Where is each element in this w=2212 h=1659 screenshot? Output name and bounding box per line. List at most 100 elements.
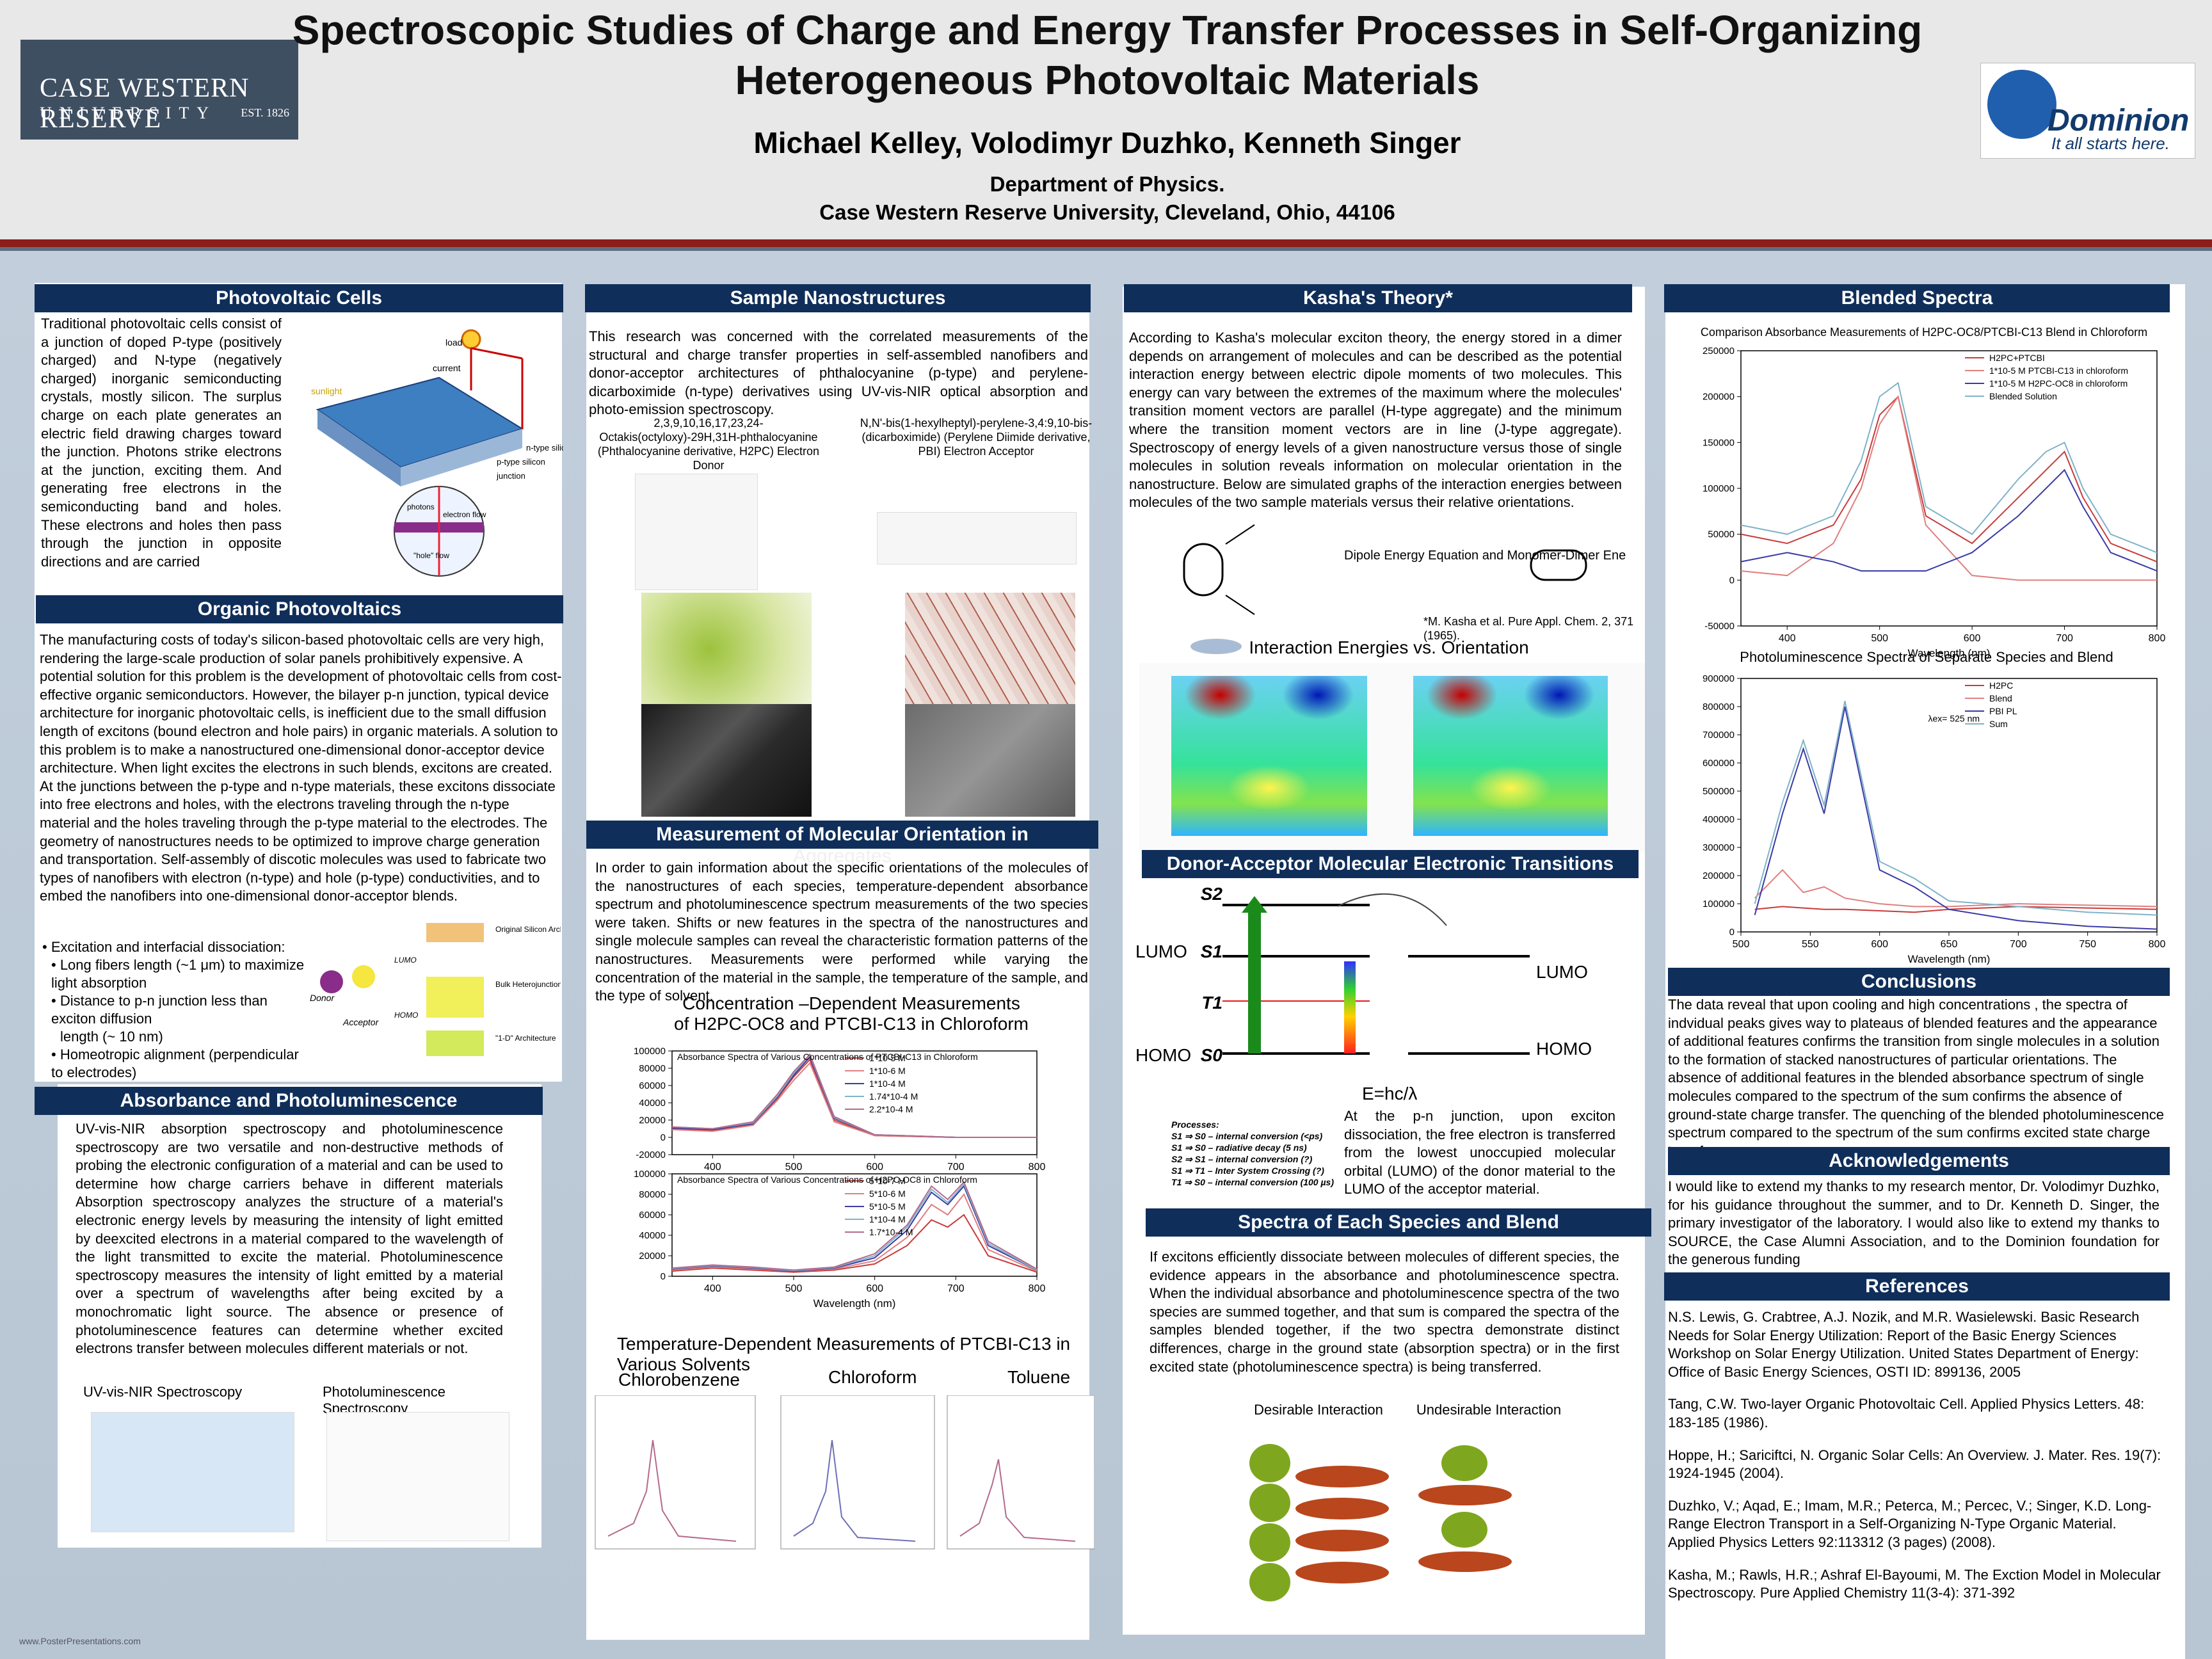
dominion-logo: Dominion It all starts here. — [1980, 63, 2195, 159]
y-tick-label: 0 — [661, 1271, 666, 1282]
dipole-caption-text: Dipole Energy Equation and Monomer-Dimer… — [1344, 549, 1626, 563]
pbi-sem-image — [905, 704, 1075, 817]
absorbance-heading: Absorbance and Photoluminescence — [35, 1087, 543, 1115]
legend-entry: Blend — [1989, 693, 2012, 703]
donor-label: Donor — [310, 993, 335, 1003]
uv-vis-setup-image — [91, 1412, 294, 1532]
h2pc-nanofiber-photo — [641, 593, 812, 705]
series-line — [1754, 700, 2158, 916]
acceptor-label: Acceptor — [342, 1017, 380, 1027]
chloroform-plot — [780, 1395, 935, 1550]
y-tick-label: 60000 — [639, 1210, 666, 1221]
pl-blend-chart: 500 550 600 650 700 750 800 0 100000 200000 300000… — [1703, 673, 2166, 965]
reference-item: Duzhko, V.; Aqad, E.; Imam, M.R.; Peterc… — [1668, 1497, 2152, 1550]
legend-entry: 5*10-6 M — [869, 1189, 906, 1199]
series-line — [671, 1053, 1037, 1138]
blended-heading: Blended Spectra — [1664, 284, 2170, 312]
x-tick-label: 550 — [1802, 939, 1819, 950]
energy-equation: E=hc/λ — [1362, 1084, 1417, 1103]
diagram-label-junction: junction — [496, 471, 525, 481]
legend-entry: Sum — [1989, 719, 2008, 729]
y-tick-label: 900000 — [1703, 673, 1735, 684]
x-tick-label: 600 — [866, 1162, 883, 1173]
acceptor-disc — [1295, 1562, 1389, 1583]
diagram-label-electron-flow: electron flow — [443, 510, 486, 519]
x-tick-label: 800 — [1029, 1283, 1046, 1294]
legend-entry: 5*10-7 M — [869, 1176, 906, 1186]
organic-photovoltaics-heading: Organic Photovoltaics — [36, 595, 563, 623]
legend-entry: 1.74*10-4 M — [869, 1091, 918, 1102]
column-3-panel — [1123, 287, 1645, 1635]
x-tick-label: 500 — [785, 1283, 803, 1294]
x-axis-label: Wavelength (nm) — [1908, 953, 1991, 965]
kasha-heading: Kasha's Theory* — [1124, 284, 1632, 312]
legend-entry: H2PC+PTCBI — [1989, 353, 2045, 363]
acceptor-disc — [1418, 1551, 1512, 1572]
series-line — [1754, 706, 2158, 930]
t1-label: T1 — [1201, 993, 1222, 1013]
dominion-logo-tagline: It all starts here. — [2051, 134, 2170, 153]
acceptor-disc — [1295, 1466, 1389, 1487]
acceptor-lumo-label: LUMO — [1536, 962, 1588, 982]
footer-url: www.PosterPresentations.com — [19, 1636, 141, 1646]
series-line — [1740, 469, 2158, 572]
toluene-plot — [947, 1395, 1094, 1550]
temperature-charts — [595, 1395, 1094, 1550]
donor-lumo-label: LUMO — [1135, 942, 1187, 961]
homo-label: HOMO — [394, 1011, 418, 1020]
legend-entry: 1*10-5 M PTCBI-C13 in chloroform — [1989, 365, 2128, 376]
uv-vis-label: UV-vis-NIR Spectroscopy — [83, 1384, 243, 1400]
cwru-logo-line3: EST. 1826 — [241, 106, 289, 119]
diagram-label-photons: photons — [407, 502, 435, 511]
donor-homo-label: HOMO — [1135, 1045, 1191, 1065]
spectra-heading: Spectra of Each Species and Blend — [1146, 1208, 1651, 1237]
legend-entry: 1*10-4 M — [869, 1214, 906, 1224]
h2pc-molecule-image — [635, 474, 758, 590]
donor-dot — [320, 970, 343, 993]
dipole-caption: Dipole Energy Equation and Monomer-Dimer… — [1344, 549, 1626, 563]
diagram-label-sunlight: sunlight — [311, 386, 342, 396]
y-tick-label: 100000 — [634, 1169, 666, 1180]
x-tick-label: 700 — [2010, 939, 2027, 950]
one-d-architecture-shape — [426, 1030, 484, 1056]
x-tick-label: 600 — [866, 1283, 883, 1294]
acceptor-disc — [1295, 1498, 1389, 1519]
x-axis-label: Wavelength (nm) — [1908, 647, 1991, 659]
process-item: S1 ⇒ S0 – radiative decay (5 ns) — [1171, 1142, 1307, 1153]
x-tick-label: 750 — [2079, 939, 2096, 950]
department-line1: Department of Physics. — [990, 172, 1225, 196]
process-item: S2 ⇒ S1 – internal conversion (?) — [1171, 1154, 1313, 1164]
chart-title: Absorbance Spectra of Various Concentrat… — [677, 1052, 978, 1062]
y-tick-label: 400000 — [1703, 814, 1735, 825]
reference-item: Hoppe, H.; Sariciftci, N. Organic Solar … — [1668, 1447, 2161, 1482]
measurement-heading: Measurement of Molecular Orientation in — [586, 821, 1098, 849]
series-line — [671, 1214, 1038, 1273]
sample-text: This research was concerned with the cor… — [589, 328, 1088, 418]
emission-arrow — [1344, 961, 1356, 1054]
plot-frame — [671, 1050, 1038, 1155]
dipole-diagram: Dipole Energy Equation and Monomer-Dimer… — [1183, 524, 1626, 654]
h2pc-interaction-heatmap — [1171, 676, 1367, 836]
diagram-label-current: current — [433, 363, 461, 373]
measurement-heading-line2: Aggregates — [793, 846, 892, 867]
concentration-title-line1: Concentration –Dependent Measurements — [682, 993, 1020, 1013]
poster-title: Spectroscopic Studies of Charge and Ener… — [256, 5, 1959, 105]
series-line — [1740, 395, 2157, 581]
y-tick-label: -20000 — [636, 1150, 666, 1160]
y-tick-label: 150000 — [1703, 437, 1735, 448]
poster-title-line1: Spectroscopic Studies of Charge and Ener… — [292, 7, 1923, 53]
load-bulb-icon — [461, 329, 481, 349]
y-tick-label: -50000 — [1704, 621, 1735, 632]
references-heading: References — [1664, 1272, 2170, 1301]
heatmap-title: Interaction Energies vs. Orientation — [1249, 637, 1529, 657]
series-line — [671, 1193, 1038, 1272]
transfer-arrow — [1337, 893, 1447, 926]
department: Department of Physics. Case Western Rese… — [256, 170, 1959, 227]
organic-photovoltaics-text: The manufacturing costs of today's silic… — [40, 632, 562, 904]
x-axis-label: Wavelength (nm) — [813, 1297, 896, 1310]
x-tick-label: 600 — [1871, 939, 1888, 950]
conclusions-text: The data reveal that upon cooling and hi… — [1668, 997, 2165, 1159]
y-tick-label: 40000 — [639, 1098, 666, 1109]
poster-title-line2: Heterogeneous Photovoltaic Materials — [735, 57, 1480, 103]
dominion-logo-name: Dominion — [2048, 104, 2190, 138]
